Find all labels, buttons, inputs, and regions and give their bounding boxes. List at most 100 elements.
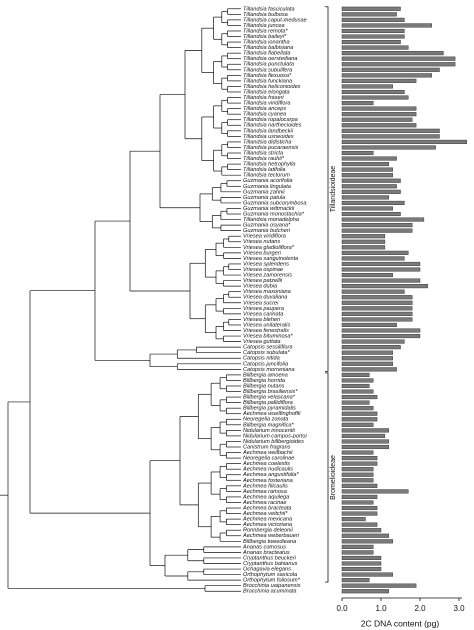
bar — [341, 400, 370, 405]
bar — [341, 550, 374, 555]
bar — [341, 522, 378, 527]
bar — [341, 439, 389, 444]
bar — [341, 195, 389, 200]
bar — [341, 383, 370, 389]
bar — [341, 589, 389, 594]
taxon-label: Guzmania osyana* — [243, 223, 291, 229]
taxon-label: Vriesea burgeri — [243, 250, 282, 256]
bar — [341, 483, 378, 488]
bar — [341, 489, 409, 494]
bar — [341, 378, 374, 383]
bar — [341, 95, 409, 100]
bar — [341, 189, 401, 194]
bar — [341, 206, 393, 211]
taxon-label: Tillandsia viridiflora — [243, 101, 291, 107]
taxon-label: Vriesea patzellii — [243, 278, 283, 284]
taxon-label: Vriesea unilateralis — [243, 322, 290, 328]
bar — [341, 162, 389, 167]
taxon-label: Guzmania lingulata — [243, 184, 291, 190]
bar — [341, 112, 417, 117]
taxon-label: Billbergia nutans — [243, 383, 285, 389]
bar — [341, 461, 378, 466]
taxon-label: Nidularium billbergioides — [243, 439, 304, 445]
x-tick-label: 3.0 — [453, 604, 465, 613]
bar — [341, 334, 421, 339]
taxon-label: Vriesea bituminosa* — [243, 334, 293, 340]
bar — [341, 217, 425, 222]
taxon-label: Guzmania patula — [243, 195, 285, 201]
taxon-label: Vriesea duvaliana — [243, 295, 287, 301]
taxon-label: Tillandsia juncea — [243, 23, 285, 29]
bar — [341, 228, 413, 233]
taxon-label: Aechmea nudicaulis — [242, 467, 293, 473]
taxon-label: Aechmea victoriana — [242, 522, 292, 528]
taxon-label: Aechmea weberbaueri — [242, 533, 300, 539]
bar — [341, 17, 405, 22]
taxon-label: Tillandsia flabellata — [243, 51, 291, 57]
taxon-label: Tillandsia usneoides — [243, 134, 294, 140]
bar — [341, 539, 393, 544]
bar — [341, 223, 413, 228]
bar — [341, 234, 386, 239]
taxon-label: Guzmania butcheri — [243, 228, 291, 234]
bar — [341, 428, 389, 433]
bar — [341, 578, 370, 583]
taxon-label: Billbergia tweedieana — [243, 539, 296, 545]
taxon-label: Aechmea angustifolia* — [242, 472, 299, 478]
bar — [341, 284, 429, 289]
bar — [341, 123, 417, 128]
taxon-label: Aechmea mexicana — [242, 517, 292, 523]
taxon-label: Aechmea fosteriana — [242, 478, 293, 484]
taxon-label: Guzmania wittmackii — [243, 206, 295, 212]
group-label: Tillandsioideae — [330, 166, 337, 213]
bar — [341, 289, 405, 294]
taxon-label: Vriesea dubia — [243, 284, 277, 290]
bar — [341, 300, 413, 305]
taxon-label: Cryptanthus beuckeri — [243, 555, 297, 561]
bar — [341, 411, 378, 416]
taxon-label: Tillandsia rauhii* — [243, 156, 285, 162]
taxon-label: Tillandsia oerstediana — [243, 56, 297, 62]
bar — [341, 561, 382, 566]
taxon-label: Orthophytum saxicola — [243, 572, 297, 578]
bar — [341, 356, 393, 361]
taxon-label: Billbergia amoena — [243, 372, 288, 378]
bar — [341, 517, 366, 522]
taxon-label: Tillandsia fraseri — [243, 95, 284, 101]
bar — [341, 339, 405, 344]
bar — [341, 139, 468, 144]
taxon-label: Tillandsia fasciculata — [243, 6, 295, 12]
taxon-label: Tillandsia ropalocarpa — [243, 117, 298, 123]
taxon-label: Brocchinia uaipanensis — [243, 583, 301, 589]
taxon-label: Vriesea bleheri — [243, 317, 281, 323]
bar — [341, 544, 374, 549]
bar — [341, 156, 397, 161]
taxon-label: Tillandsia flexuosa* — [243, 73, 292, 79]
taxon-label: Neoregelia carolinae — [243, 456, 294, 462]
taxon-label: Guzmania subcorymbosa — [243, 200, 306, 206]
taxon-label: Vriesea splendens — [243, 261, 289, 267]
bar — [341, 267, 421, 272]
bar — [341, 23, 432, 28]
taxon-label: Billbergia brasiliensis* — [243, 389, 298, 395]
bar — [341, 511, 378, 516]
bar — [341, 528, 382, 533]
taxon-label: Neoregelia zonata — [243, 417, 288, 423]
taxon-label: Guzmania monostachia* — [243, 212, 305, 218]
taxon-label: Cryptanthus bahianus — [243, 561, 298, 567]
bar — [341, 389, 374, 394]
bar — [341, 467, 374, 472]
bar — [341, 40, 401, 45]
taxon-label: Catopsis sessiliflora — [243, 345, 292, 351]
bar — [341, 134, 440, 139]
taxon-label: Vriesea gladioliflora* — [243, 245, 295, 251]
bar — [341, 311, 413, 316]
taxon-label: Tillandsia narthecioides — [243, 123, 302, 129]
bar — [341, 51, 444, 56]
bar — [341, 406, 374, 411]
taxon-label: Tillandsia elongata — [243, 89, 290, 95]
taxon-label: Ananas comosus — [242, 544, 286, 550]
bar — [341, 73, 432, 78]
bar — [341, 555, 382, 560]
